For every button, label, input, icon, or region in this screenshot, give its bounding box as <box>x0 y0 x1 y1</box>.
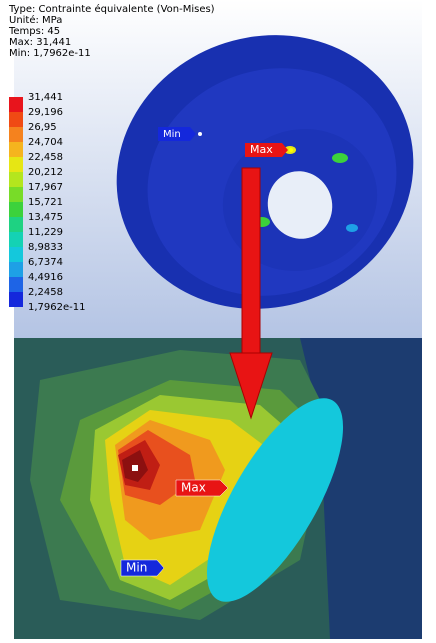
legend-label: 22,458 <box>28 152 63 163</box>
legend-label: 15,721 <box>28 197 63 208</box>
legend-swatch <box>9 247 23 262</box>
legend-label: 2,2458 <box>28 287 63 298</box>
legend-label: 11,229 <box>28 227 63 238</box>
legend-swatch <box>9 202 23 217</box>
header-line: Unité: MPa <box>9 14 62 26</box>
legend-label: 13,475 <box>28 212 63 223</box>
marker-label: Min <box>163 129 181 140</box>
header-line: Max: 31,441 <box>9 37 71 48</box>
header-line: Temps: 45 <box>8 26 60 37</box>
legend-label: 17,967 <box>28 182 63 193</box>
legend-label: 26,95 <box>28 122 57 133</box>
marker-label: Min <box>126 561 147 575</box>
legend-swatch <box>9 292 23 307</box>
legend-swatch <box>9 127 23 142</box>
header-line: Type: Contrainte équivalente (Von-Mises) <box>8 3 215 15</box>
legend-label: 20,212 <box>28 167 63 178</box>
zoom-max-marker: Max <box>176 480 228 496</box>
marker-label: Max <box>181 481 206 495</box>
legend-swatch <box>9 262 23 277</box>
screenshot: Min Max Max Min Type: Contrainte équival… <box>0 0 436 639</box>
legend-label: 24,704 <box>28 137 63 148</box>
legend-swatch <box>9 142 23 157</box>
header-line: Min: 1,7962e-11 <box>9 48 91 59</box>
legend-label: 1,7962e-11 <box>28 302 85 313</box>
legend-label: 8,9833 <box>28 242 63 253</box>
legend-swatch <box>9 172 23 187</box>
legend-swatch <box>9 217 23 232</box>
legend-swatch <box>9 187 23 202</box>
zoom-min-marker: Min <box>121 560 164 576</box>
legend-swatch <box>9 157 23 172</box>
marker-label: Max <box>250 143 273 156</box>
legend-swatch <box>9 277 23 292</box>
legend-label: 4,4916 <box>28 272 63 283</box>
legend-swatch <box>9 112 23 127</box>
legend-swatch <box>9 232 23 247</box>
legend-label: 29,196 <box>28 107 63 118</box>
legend-label: 31,441 <box>28 92 63 103</box>
legend-swatch <box>9 97 23 112</box>
legend-label: 6,7374 <box>28 257 63 268</box>
